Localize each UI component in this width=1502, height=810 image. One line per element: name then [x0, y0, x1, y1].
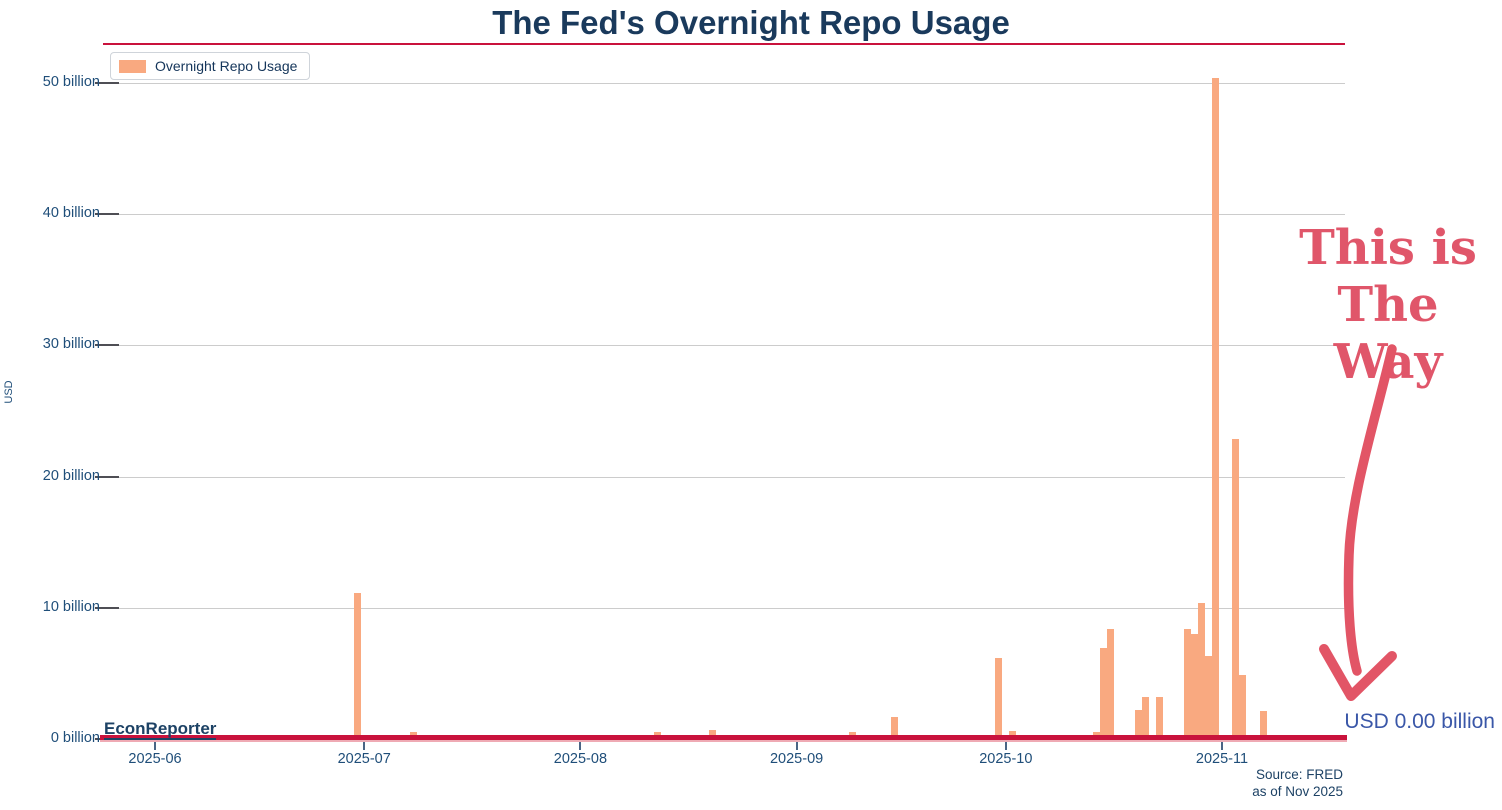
annotation-line1: This is	[1299, 220, 1477, 276]
bar-2025-08-20[interactable]	[709, 729, 717, 739]
title-underline-rule	[103, 43, 1345, 45]
bar-2025-10-23[interactable]	[1155, 697, 1163, 739]
legend[interactable]: Overnight Repo Usage	[110, 52, 311, 80]
legend-label: Overnight Repo Usage	[155, 58, 298, 74]
zero-baseline	[100, 735, 1347, 740]
gridline	[103, 476, 1345, 478]
annotation-text: This is The Way	[1282, 220, 1494, 391]
latest-value-label: USD 0.00 billion	[1344, 710, 1495, 733]
bar-2025-10-27[interactable]	[1183, 628, 1191, 739]
bar-2025-06-30[interactable]	[353, 593, 361, 739]
y-tick-label: 50 billion	[42, 74, 100, 90]
legend-swatch-icon	[119, 59, 146, 73]
x-tick-label: 2025-10	[979, 751, 1033, 767]
y-tick-mark	[95, 82, 119, 84]
bar-2025-10-16[interactable]	[1106, 628, 1114, 739]
y-tick-mark	[95, 475, 119, 478]
gridline	[103, 83, 1345, 84]
bar-2025-09-15[interactable]	[890, 716, 898, 739]
y-tick-label: 30 billion	[42, 336, 100, 353]
bar-2025-09-30[interactable]	[995, 657, 1003, 739]
x-tick-mark	[154, 741, 156, 750]
zero-baseline-shadow	[100, 740, 1347, 742]
source-line1: Source: FRED	[1255, 767, 1343, 782]
bar-2025-11-04[interactable]	[1239, 674, 1247, 739]
y-tick-mark	[95, 344, 119, 347]
bar-2025-10-30[interactable]	[1204, 656, 1212, 739]
y-tick-label: 20 billion	[42, 467, 100, 484]
y-tick-label: 10 billion	[42, 598, 100, 615]
bar-2025-10-20[interactable]	[1134, 710, 1142, 739]
y-tick-label: 40 billion	[42, 205, 100, 222]
gridline	[103, 345, 1345, 347]
x-tick-mark	[1004, 741, 1007, 750]
x-tick-label: 2025-11	[1195, 751, 1249, 767]
y-tick-mark	[95, 213, 119, 216]
bar-2025-11-03[interactable]	[1232, 438, 1240, 739]
annotation-line2: The Way	[1333, 277, 1443, 390]
gridline	[103, 607, 1345, 609]
bar-2025-10-21[interactable]	[1141, 697, 1149, 739]
x-tick-mark	[1221, 741, 1223, 750]
source-line2: as of Nov 2025	[1252, 784, 1343, 799]
source-note: Source: FRED as of Nov 2025	[1252, 766, 1343, 800]
bar-2025-10-31[interactable]	[1211, 77, 1219, 739]
gridline	[103, 214, 1345, 216]
x-tick-label: 2025-08	[553, 751, 608, 767]
x-tick-mark	[363, 741, 366, 750]
y-axis-title: USD	[3, 380, 15, 404]
watermark: EconReporter	[104, 719, 217, 740]
y-tick-mark	[95, 606, 119, 609]
x-tick-label: 2025-07	[337, 751, 391, 767]
x-tick-label: 2025-06	[128, 751, 182, 767]
x-tick-mark	[795, 741, 798, 750]
x-tick-label: 2025-09	[769, 751, 824, 767]
bar-2025-10-15[interactable]	[1099, 648, 1107, 739]
bar-2025-11-07[interactable]	[1260, 711, 1268, 739]
chart-title: The Fed's Overnight Repo Usage	[492, 4, 1010, 41]
x-tick-mark	[579, 741, 582, 750]
bar-2025-10-29[interactable]	[1197, 602, 1205, 739]
y-tick-label: 0 billion	[50, 730, 100, 746]
bar-2025-10-28[interactable]	[1190, 634, 1198, 739]
